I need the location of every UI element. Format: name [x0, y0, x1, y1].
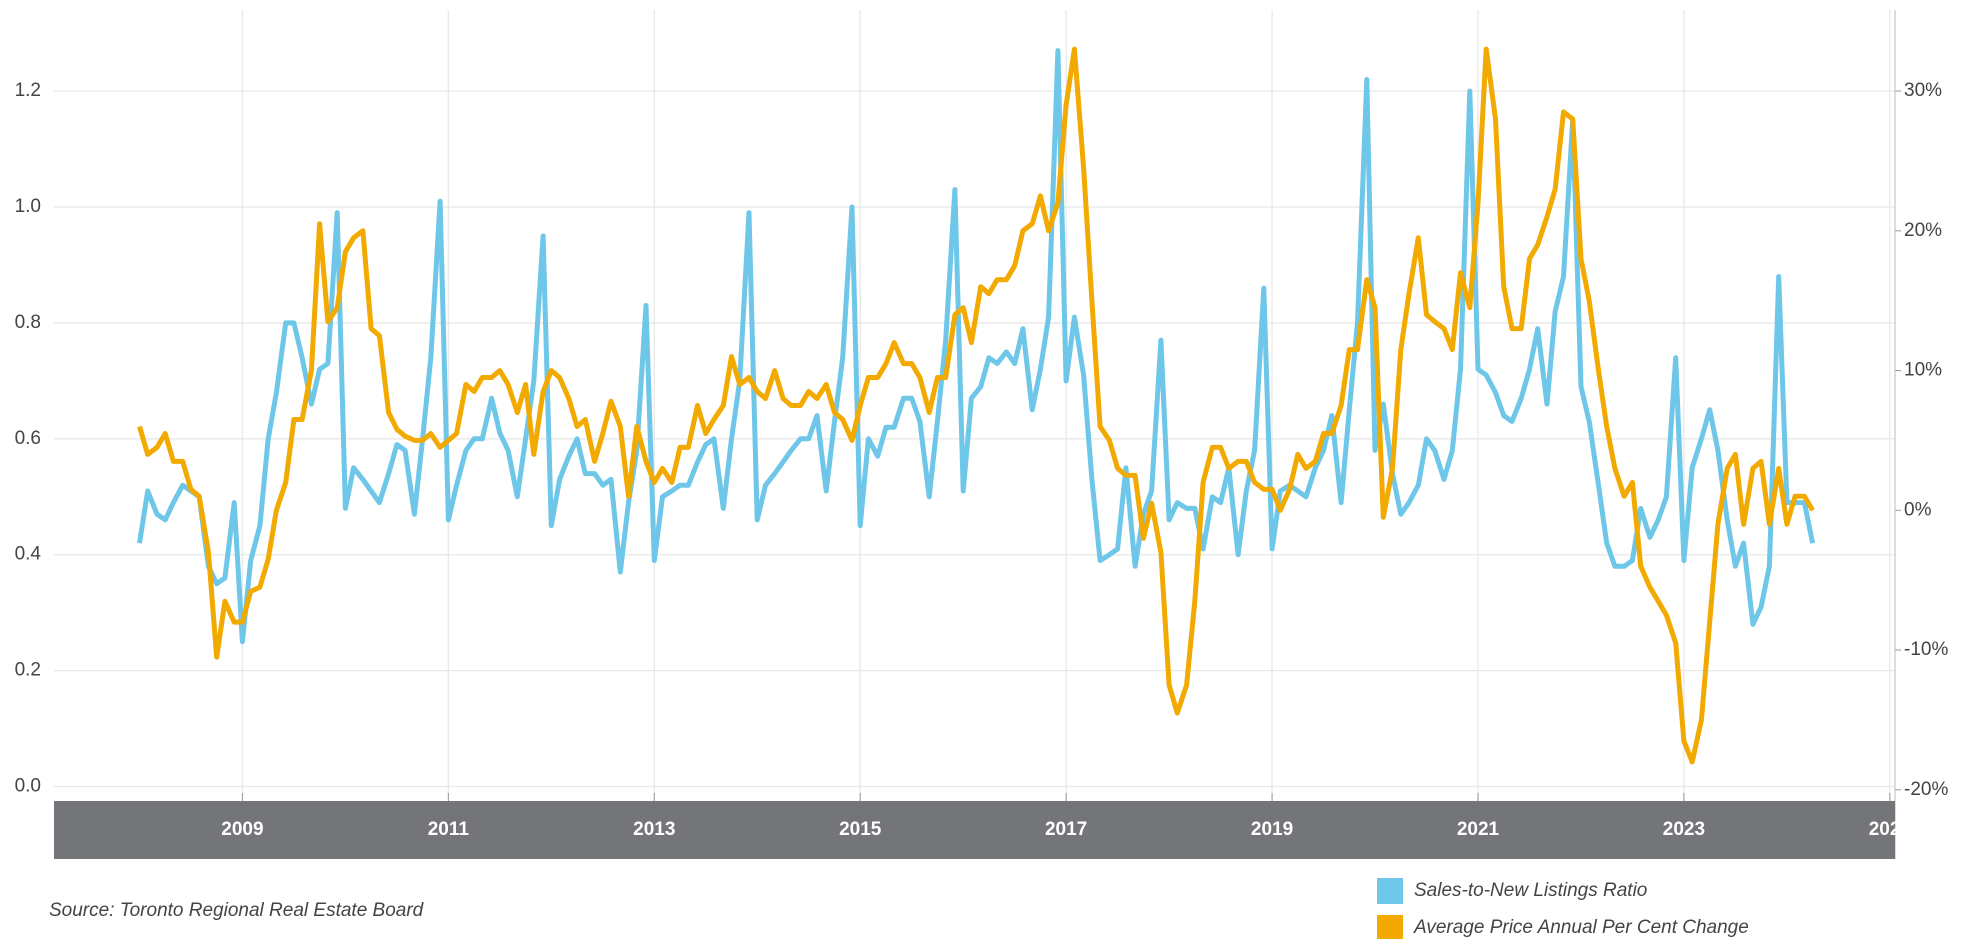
legend-label: Sales-to-New Listings Ratio — [1414, 880, 1647, 901]
y-tick-label: 0.0 — [15, 776, 41, 797]
x-tick-label: 2021 — [1457, 819, 1500, 840]
y2-tick-label: 10% — [1904, 360, 1942, 381]
y2-tick-label: -10% — [1904, 639, 1948, 660]
y2-tick-label: 30% — [1904, 80, 1942, 101]
x-tick-label: 2009 — [221, 819, 263, 840]
y-tick-label: 1.2 — [15, 80, 41, 101]
y2-tick-label: 0% — [1904, 499, 1932, 520]
legend-swatch — [1377, 915, 1403, 939]
series-line — [137, 48, 1816, 645]
legend-swatch — [1377, 878, 1403, 904]
x-tick-label: 2013 — [633, 819, 675, 840]
x-tick-label: 2019 — [1251, 819, 1293, 840]
y2-tick-label: 20% — [1904, 220, 1942, 241]
source-note: Source: Toronto Regional Real Estate Boa… — [49, 900, 425, 921]
x-tick-label: 2015 — [839, 819, 882, 840]
y-tick-label: 0.4 — [15, 544, 42, 565]
x-tick-label: 2023 — [1663, 819, 1705, 840]
y-tick-label: 0.2 — [15, 660, 41, 681]
y-tick-label: 1.0 — [15, 196, 41, 217]
y-tick-label: 0.6 — [15, 428, 41, 449]
x-axis-band — [54, 801, 1895, 859]
series-line — [137, 46, 1815, 765]
x-tick-label: 2017 — [1045, 819, 1087, 840]
x-tick-label: 2025 — [1869, 819, 1912, 840]
x-tick-label: 2011 — [428, 819, 470, 840]
y2-tick-label: -20% — [1904, 779, 1948, 800]
legend-label: Average Price Annual Per Cent Change — [1413, 917, 1749, 938]
y-tick-label: 0.8 — [15, 312, 41, 333]
